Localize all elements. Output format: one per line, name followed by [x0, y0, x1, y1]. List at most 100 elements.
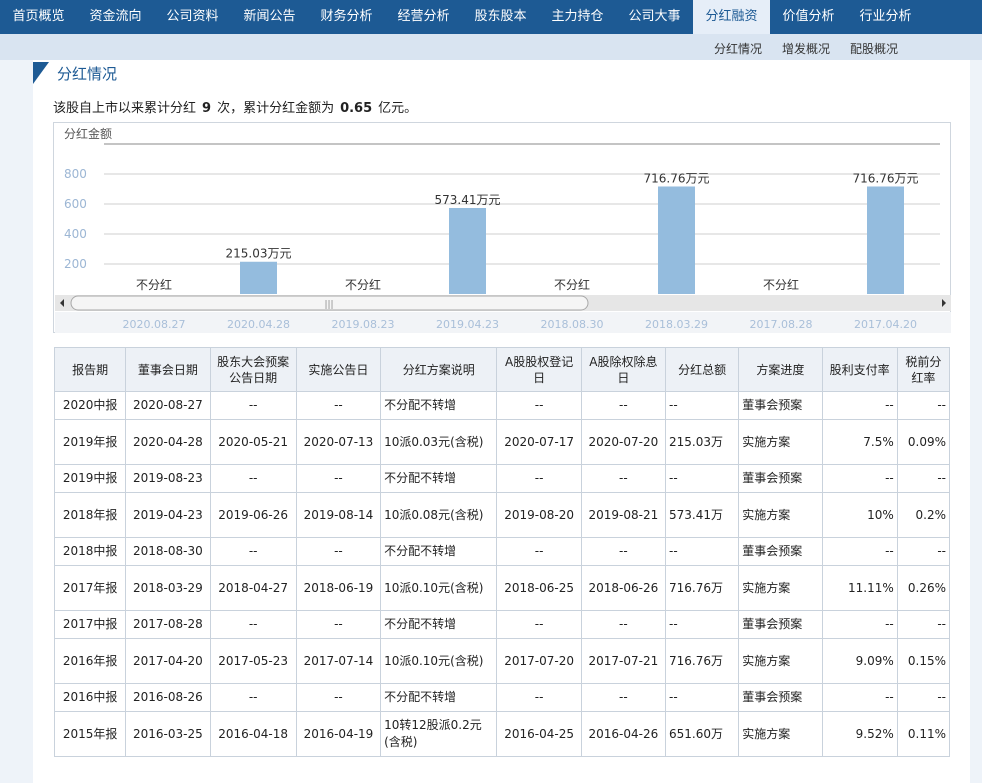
- y-tick-label: 200: [64, 257, 87, 271]
- scroll-right-arrow-icon[interactable]: [942, 299, 946, 307]
- table-row: 2018年报 2019-04-23 2019-06-26 2019-08-14 10派0…: [53, 492, 951, 538]
- table-cell: 董事会预案: [738, 610, 823, 639]
- sub-nav-link[interactable]: 增发概况: [782, 42, 831, 56]
- table-cell: 2017-07-14: [295, 638, 382, 684]
- table-cell: 2019中报: [53, 464, 127, 493]
- chart-scrollbar-thumb[interactable]: [70, 295, 589, 311]
- table-cell: 2020-04-28: [125, 419, 211, 465]
- table-cell: 不分配不转增: [380, 610, 498, 639]
- table-cell: 2017中报: [53, 610, 127, 639]
- x-tick-label: 2019.08.23: [332, 318, 395, 331]
- chart-navigator-strip: [55, 312, 951, 333]
- table-cell: 董事会预案: [738, 683, 823, 712]
- table-cell: 2018-08-30: [125, 537, 211, 566]
- table-cell: 215.03万: [665, 419, 740, 465]
- table-row: 2017年报 2018-03-29 2018-04-27 2018-06-19 10派0…: [53, 565, 951, 611]
- table-cell: 不分配不转增: [380, 391, 498, 420]
- column-header: 实施公告日: [295, 347, 382, 392]
- sub-nav-link[interactable]: 配股概况: [850, 42, 899, 56]
- section-marker-icon: [33, 62, 49, 84]
- table-cell: 0.15%: [896, 638, 951, 684]
- table-cell: --: [295, 610, 382, 639]
- nav-tab[interactable]: 资金流向: [89, 9, 142, 24]
- table-cell: --: [896, 537, 951, 566]
- section-header: 分红情况: [33, 62, 117, 84]
- main-content: 分红情况 该股自上市以来累计分红 9 次，累计分红金额为 0.65 亿元。 分红金额 20…: [33, 60, 970, 783]
- table-cell: 2018-06-25: [496, 565, 582, 611]
- table-cell: --: [821, 391, 898, 420]
- table-cell: 10派0.10元(含税): [380, 638, 498, 684]
- table-cell: 10派0.10元(含税): [380, 565, 498, 611]
- table-cell: 不分配不转增: [380, 464, 498, 493]
- nav-tab[interactable]: 价值分析: [782, 9, 835, 24]
- table-cell: 2019-06-26: [209, 492, 297, 538]
- nav-tab[interactable]: 公司大事: [628, 9, 681, 24]
- nav-tab[interactable]: 股东股本: [474, 9, 527, 24]
- table-cell: 不分配不转增: [380, 537, 498, 566]
- nav-tab[interactable]: 行业分析: [859, 9, 912, 24]
- table-cell: 2017-07-21: [580, 638, 667, 684]
- nav-tab[interactable]: 财务分析: [320, 9, 373, 24]
- table-cell: --: [896, 464, 951, 493]
- table-cell: --: [896, 610, 951, 639]
- summary-count: 9: [202, 101, 212, 116]
- table-cell: 2020-05-21: [209, 419, 297, 465]
- table-cell: 2019-08-23: [125, 464, 211, 493]
- table-cell: 2017年报: [53, 565, 127, 611]
- table-cell: 2016-04-25: [496, 711, 582, 757]
- sub-nav-link[interactable]: 分红情况: [714, 42, 763, 56]
- bar-data-label: 不分红: [554, 277, 590, 292]
- nav-tab[interactable]: 新闻公告: [243, 9, 296, 24]
- table-cell: 2019-08-21: [580, 492, 667, 538]
- table-cell: 0.09%: [896, 419, 951, 465]
- bar-data-label: 215.03万元: [226, 247, 292, 261]
- table-cell: 2018-03-29: [125, 565, 211, 611]
- scroll-left-arrow-icon[interactable]: [60, 299, 64, 307]
- table-cell: 9.52%: [821, 711, 898, 757]
- y-tick-label: 800: [64, 167, 87, 181]
- table-cell: 实施方案: [738, 711, 823, 757]
- table-cell: 10派0.03元(含税): [380, 419, 498, 465]
- table-cell: 2020-07-20: [580, 419, 667, 465]
- table-cell: 2018中报: [53, 537, 127, 566]
- column-header: 方案进度: [738, 347, 823, 392]
- table-cell: 2016-04-19: [295, 711, 382, 757]
- x-tick-label: 2017.08.28: [750, 318, 813, 331]
- table-cell: --: [896, 391, 951, 420]
- table-cell: 2016年报: [53, 638, 127, 684]
- section-title: 分红情况: [57, 64, 118, 83]
- table-cell: 2018-06-19: [295, 565, 382, 611]
- table-cell: 2020-07-17: [496, 419, 582, 465]
- table-cell: 2016中报: [53, 683, 127, 712]
- scroll-grip-icon: |||: [324, 300, 333, 310]
- column-header: 报告期: [53, 347, 127, 392]
- bar-data-label: 不分红: [345, 277, 381, 292]
- table-cell: 2016-04-18: [209, 711, 297, 757]
- nav-tab[interactable]: 首页概览: [12, 9, 65, 24]
- table-cell: 0.11%: [896, 711, 951, 757]
- dividend-summary: 该股自上市以来累计分红 9 次，累计分红金额为 0.65 亿元。: [53, 97, 417, 116]
- table-cell: --: [295, 391, 382, 420]
- table-row: 2015年报 2016-03-25 2016-04-18 2016-04-19 10转1…: [53, 711, 951, 757]
- nav-tab[interactable]: 经营分析: [397, 9, 450, 24]
- table-cell: 2017-07-20: [496, 638, 582, 684]
- table-cell: 2019-04-23: [125, 492, 211, 538]
- nav-tab[interactable]: 公司资料: [166, 9, 219, 24]
- table-cell: 2016-03-25: [125, 711, 211, 757]
- table-cell: 董事会预案: [738, 537, 823, 566]
- nav-tab[interactable]: 主力持仓: [551, 9, 604, 24]
- bar-data-label: 716.76万元: [853, 171, 919, 185]
- column-header: 分红方案说明: [380, 347, 498, 392]
- bar-data-label: 716.76万元: [644, 171, 710, 185]
- table-cell: 11.11%: [821, 565, 898, 611]
- table-cell: 10%: [821, 492, 898, 538]
- bar-data-label: 573.41万元: [435, 193, 501, 207]
- bar-data-label: 不分红: [763, 277, 799, 292]
- table-cell: --: [665, 683, 740, 712]
- nav-tab[interactable]: 分红融资: [693, 0, 770, 34]
- table-cell: 10转12股派0.2元(含税): [380, 711, 498, 757]
- column-header: A股股权登记日: [496, 347, 582, 392]
- table-cell: 2020-08-27: [125, 391, 211, 420]
- table-cell: --: [665, 391, 740, 420]
